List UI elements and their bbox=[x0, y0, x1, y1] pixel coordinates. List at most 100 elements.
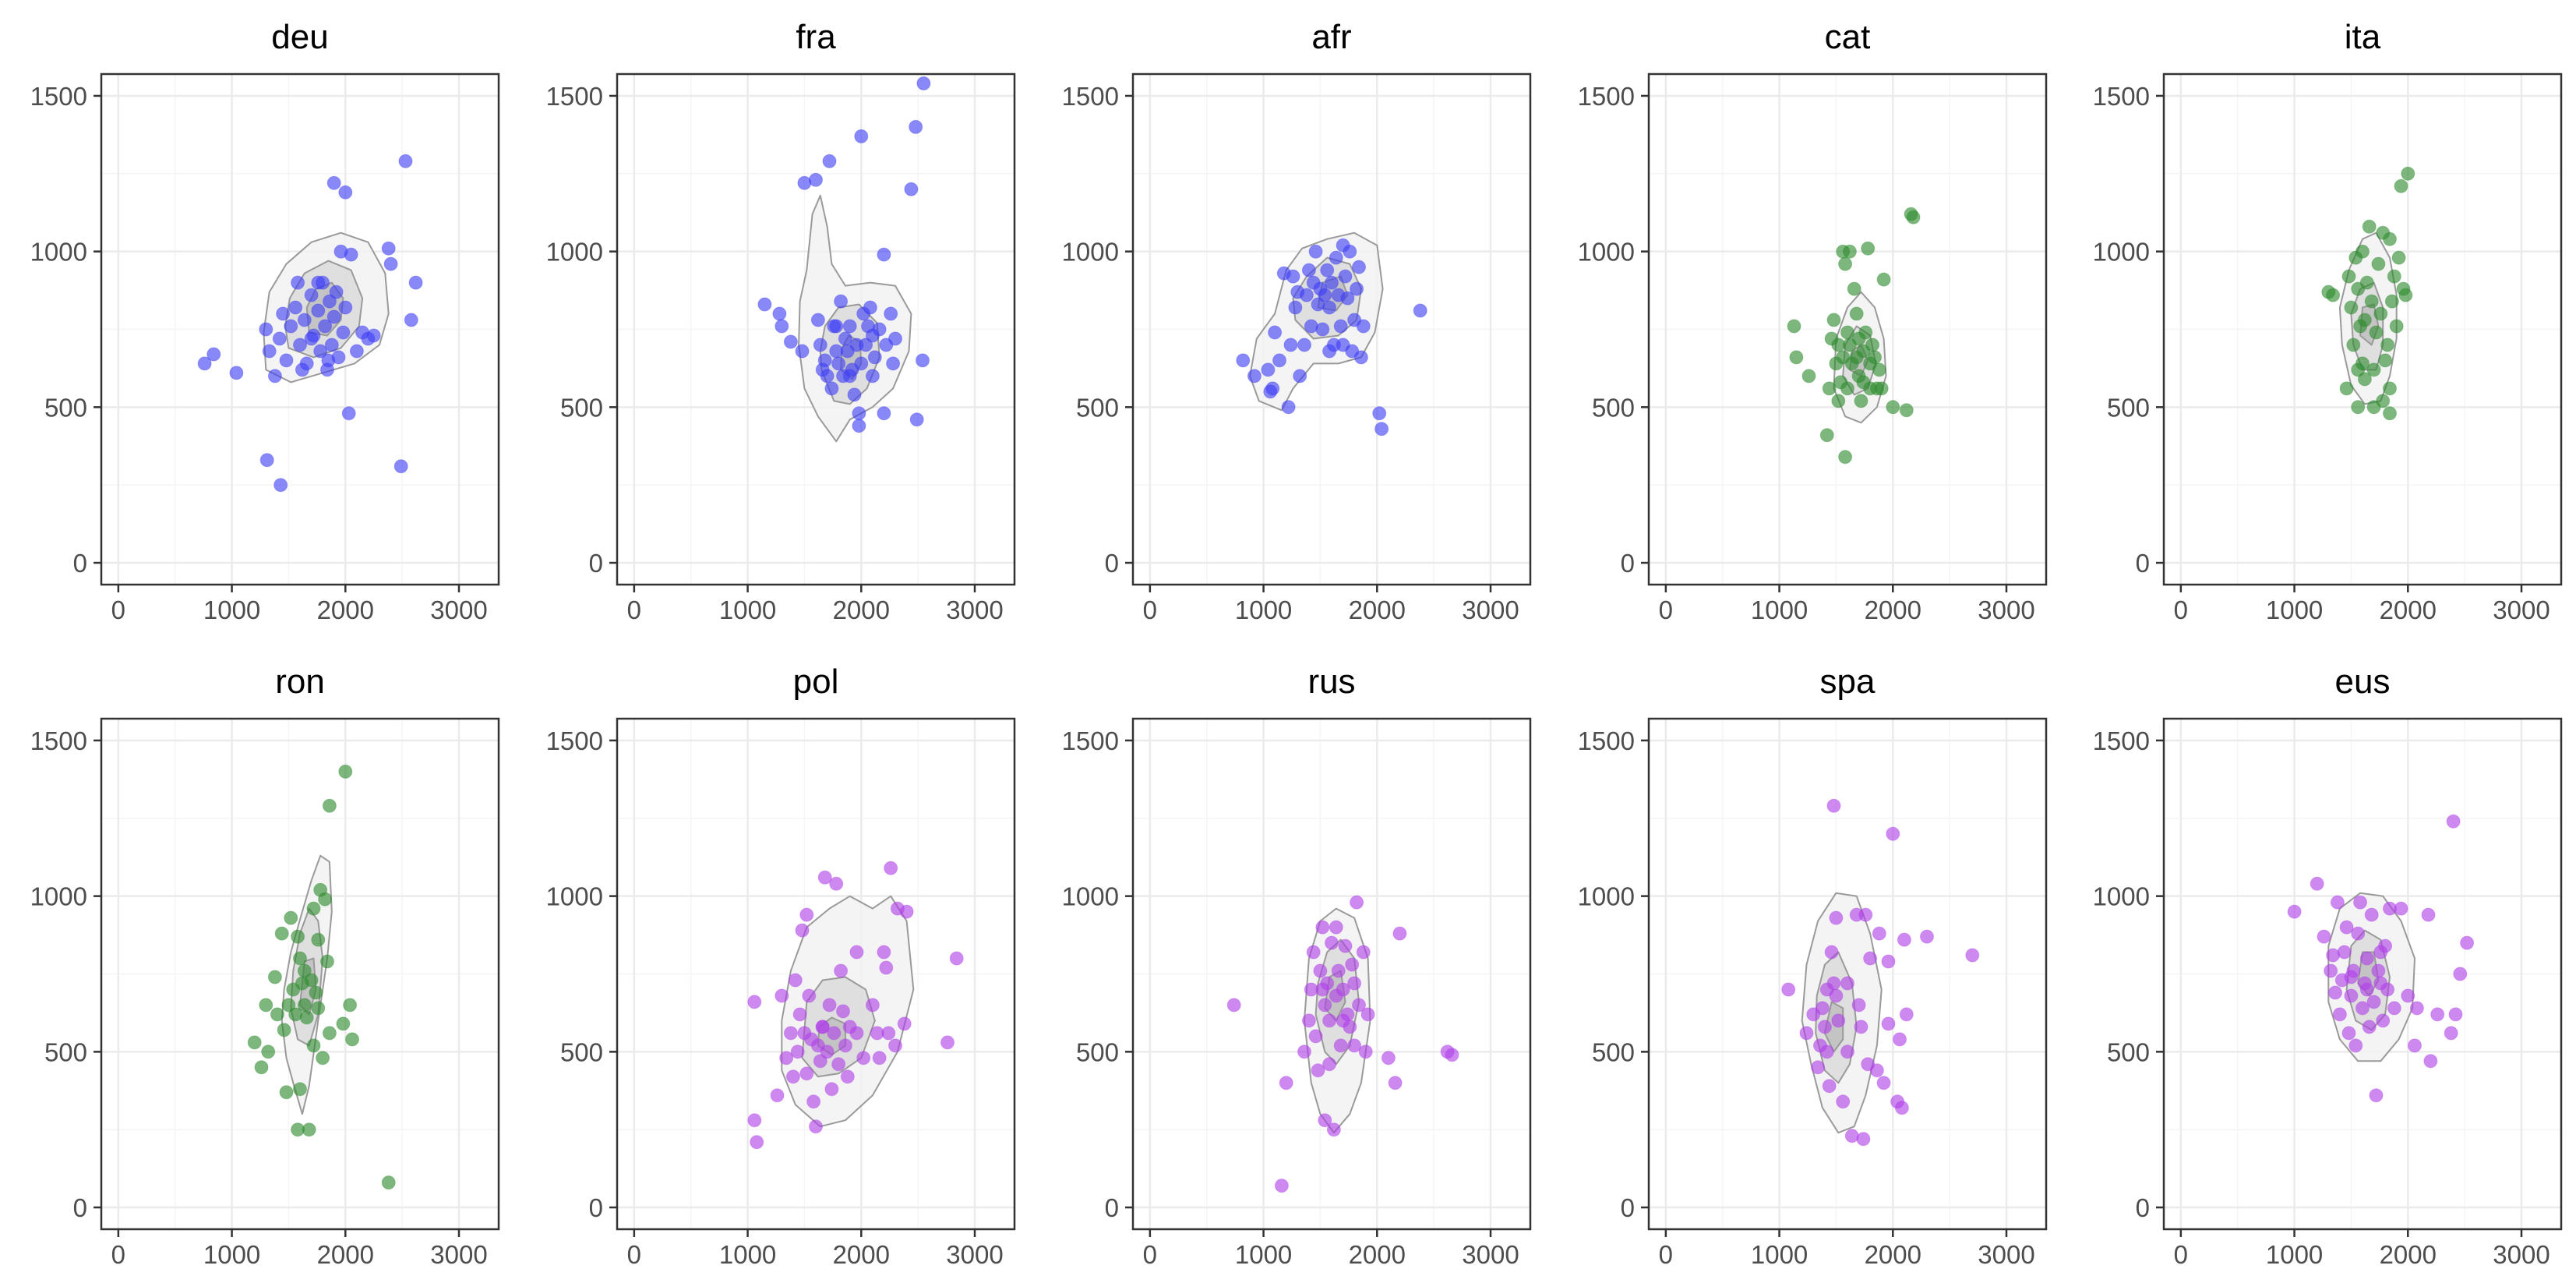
scatter-point bbox=[2389, 319, 2404, 334]
scatter-point bbox=[1799, 1026, 1814, 1041]
scatter-point bbox=[1831, 1013, 1846, 1028]
scatter-point bbox=[336, 325, 351, 340]
scatter-point bbox=[1817, 1020, 1832, 1034]
scatter-point bbox=[1819, 428, 1834, 443]
scatter-point bbox=[865, 369, 880, 383]
scatter-point bbox=[313, 344, 328, 359]
scatter-point bbox=[383, 256, 398, 271]
scatter-point bbox=[273, 478, 288, 493]
scatter-point bbox=[2348, 1038, 2363, 1053]
scatter-point bbox=[884, 861, 898, 875]
scatter-point bbox=[1842, 244, 1857, 259]
scatter-point bbox=[2369, 325, 2384, 340]
scatter-point bbox=[293, 951, 307, 966]
scatter-point bbox=[881, 1026, 896, 1041]
y-tick-label: 1500 bbox=[1578, 82, 1635, 111]
scatter-point bbox=[366, 328, 381, 343]
scatter-point bbox=[2357, 313, 2372, 327]
y-tick-label: 1000 bbox=[1578, 882, 1635, 911]
scatter-point bbox=[877, 406, 891, 421]
scatter-point bbox=[2339, 381, 2354, 396]
x-tick-label: 1000 bbox=[2266, 596, 2323, 624]
scatter-point bbox=[888, 331, 902, 346]
scatter-point bbox=[2355, 244, 2370, 259]
scatter-point bbox=[772, 306, 787, 321]
scatter-point bbox=[877, 945, 891, 960]
scatter-point bbox=[2408, 1038, 2422, 1053]
scatter-point bbox=[1340, 291, 1355, 306]
scatter-point bbox=[2446, 814, 2461, 829]
scatter-point bbox=[206, 347, 221, 362]
scatter-point bbox=[2453, 967, 2468, 981]
scatter-point bbox=[1338, 938, 1353, 953]
scatter-point bbox=[381, 1175, 396, 1190]
y-tick-label: 1000 bbox=[546, 882, 603, 911]
scatter-point bbox=[2344, 970, 2359, 984]
scatter-point bbox=[1829, 988, 1844, 1003]
scatter-point bbox=[2378, 938, 2393, 953]
scatter-point bbox=[1965, 948, 1980, 963]
scatter-point bbox=[1315, 982, 1330, 997]
y-tick-label: 500 bbox=[1592, 393, 1635, 422]
scatter-point bbox=[872, 1051, 887, 1066]
scatter-point bbox=[1811, 1060, 1826, 1075]
scatter-point bbox=[1353, 350, 1368, 365]
scatter-point bbox=[318, 892, 333, 907]
scatter-point bbox=[2341, 269, 2356, 284]
scatter-point bbox=[813, 338, 827, 352]
scatter-point bbox=[802, 988, 817, 1003]
panel-border bbox=[100, 717, 500, 1231]
y-tick-label: 1000 bbox=[1062, 882, 1119, 911]
scatter-point bbox=[1329, 250, 1343, 265]
scatter-point bbox=[2444, 1026, 2458, 1041]
scatter-point bbox=[790, 1044, 805, 1059]
scatter-point bbox=[795, 923, 810, 938]
y-tick-label: 0 bbox=[589, 1193, 603, 1222]
x-tick-label: 2000 bbox=[833, 596, 890, 624]
scatter-point bbox=[1322, 1013, 1337, 1028]
scatter-point bbox=[1899, 1007, 1914, 1022]
scatter-point bbox=[842, 319, 857, 334]
scatter-point bbox=[813, 1054, 827, 1069]
x-tick-label: 2000 bbox=[317, 1240, 374, 1269]
x-tick-label: 0 bbox=[1143, 1240, 1157, 1269]
scatter-point bbox=[2317, 929, 2331, 944]
scatter-point bbox=[311, 932, 326, 947]
scatter-point bbox=[318, 319, 333, 334]
x-tick-label: 1000 bbox=[203, 1240, 260, 1269]
scatter-point bbox=[247, 1035, 262, 1050]
scatter-point bbox=[272, 331, 287, 346]
scatter-point bbox=[297, 998, 312, 1013]
scatter-point bbox=[1322, 1057, 1337, 1072]
scatter-point bbox=[2359, 982, 2374, 997]
scatter-point bbox=[284, 910, 298, 925]
scatter-point bbox=[1876, 272, 1891, 287]
scatter-point bbox=[829, 319, 844, 334]
scatter-point bbox=[867, 350, 882, 365]
scatter-point bbox=[2346, 338, 2361, 352]
scatter-point bbox=[2371, 963, 2386, 978]
scatter-point bbox=[2362, 1020, 2377, 1034]
scatter-point bbox=[809, 172, 823, 187]
scatter-point bbox=[2330, 895, 2345, 910]
scatter-point bbox=[2328, 985, 2342, 1000]
scatter-point bbox=[1392, 926, 1407, 941]
scatter-point bbox=[1897, 932, 1911, 947]
scatter-point bbox=[284, 319, 298, 334]
scatter-point bbox=[259, 998, 273, 1013]
scatter-point bbox=[831, 356, 846, 371]
scatter-point bbox=[304, 973, 319, 988]
scatter-point bbox=[229, 366, 244, 380]
scatter-point bbox=[2371, 256, 2386, 271]
scatter-point bbox=[792, 1007, 807, 1022]
scatter-point bbox=[2366, 362, 2381, 377]
scatter-point bbox=[788, 973, 803, 988]
panel-border bbox=[2162, 72, 2563, 586]
scatter-point bbox=[1350, 281, 1364, 296]
facet-title: cat bbox=[1825, 18, 1871, 56]
scatter-point bbox=[863, 300, 877, 315]
scatter-point bbox=[842, 369, 857, 383]
panel-rus: rus 0 1000 2000 3000 0 500 1000 1500 bbox=[1062, 663, 1532, 1269]
scatter-point bbox=[775, 988, 789, 1003]
scatter-point bbox=[1345, 957, 1360, 972]
